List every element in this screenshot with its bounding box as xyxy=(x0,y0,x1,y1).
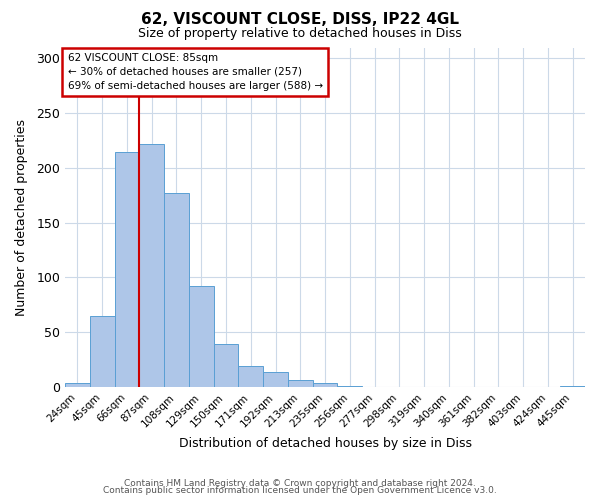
Bar xyxy=(263,372,288,387)
Bar xyxy=(214,344,238,387)
Bar xyxy=(288,380,313,387)
Text: Contains HM Land Registry data © Crown copyright and database right 2024.: Contains HM Land Registry data © Crown c… xyxy=(124,478,476,488)
Text: Contains public sector information licensed under the Open Government Licence v3: Contains public sector information licen… xyxy=(103,486,497,495)
Bar xyxy=(189,286,214,387)
Bar xyxy=(65,382,90,387)
Bar xyxy=(238,366,263,387)
Bar xyxy=(90,316,115,387)
Bar xyxy=(164,193,189,387)
X-axis label: Distribution of detached houses by size in Diss: Distribution of detached houses by size … xyxy=(179,437,472,450)
Bar xyxy=(560,386,585,387)
Text: 62, VISCOUNT CLOSE, DISS, IP22 4GL: 62, VISCOUNT CLOSE, DISS, IP22 4GL xyxy=(141,12,459,28)
Bar xyxy=(139,144,164,387)
Text: Size of property relative to detached houses in Diss: Size of property relative to detached ho… xyxy=(138,28,462,40)
Y-axis label: Number of detached properties: Number of detached properties xyxy=(15,118,28,316)
Bar xyxy=(313,382,337,387)
Bar xyxy=(337,386,362,387)
Text: 62 VISCOUNT CLOSE: 85sqm
← 30% of detached houses are smaller (257)
69% of semi-: 62 VISCOUNT CLOSE: 85sqm ← 30% of detach… xyxy=(68,53,323,91)
Bar xyxy=(115,152,139,387)
